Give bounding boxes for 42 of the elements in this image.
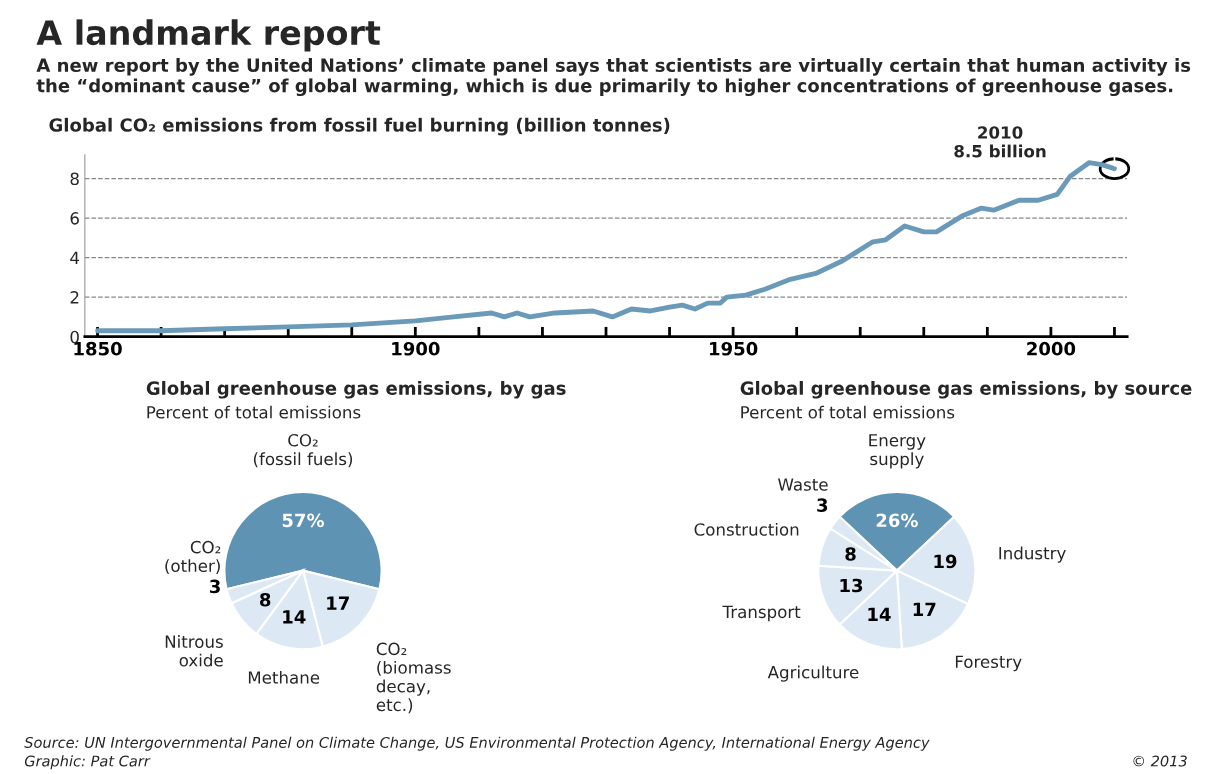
text: © 2013 [1133, 755, 1187, 767]
slice-label: CO₂ (other) [165, 540, 221, 575]
chart-subtitle: Percent of total emissions [147, 405, 361, 419]
slice-label: Construction [694, 522, 799, 536]
data-label: 8 [260, 592, 271, 607]
data-label: 8 [845, 547, 856, 561]
x-tick-label: 1900 [392, 341, 440, 356]
chart-title: Global greenhouse gas emissions, by gas [146, 380, 566, 399]
data-label: 19 [934, 554, 957, 569]
data-label: 57% [282, 513, 325, 528]
data-label: 3 [209, 579, 220, 594]
slice-label: Nitrous oxide [165, 635, 223, 667]
data-label: 26% [876, 513, 918, 528]
x-tick-label: 1950 [710, 341, 758, 356]
text: Graphic: Pat Carr [24, 755, 151, 770]
data-label: 14 [868, 607, 891, 621]
y-tick-label: 6 [70, 212, 79, 225]
slice-label: Energy supply [869, 434, 926, 469]
y-tick-label: 2 [70, 291, 79, 304]
slice-label: Methane [248, 670, 320, 684]
y-tick-label: 8 [70, 172, 79, 186]
slice-label: Industry [999, 546, 1066, 563]
slice-label: CO₂ (fossil fuels) [253, 433, 353, 468]
chart-title: Global greenhouse gas emissions, by source [740, 380, 1192, 399]
annotation: 2010 8.5 billion [954, 126, 1046, 158]
slice-label: Transport [722, 605, 801, 622]
data-label: 17 [327, 596, 349, 610]
chart-subtitle: Percent of total emissions [741, 405, 955, 419]
y-tick-label: 4 [70, 251, 80, 264]
chart-subtitle: A new report by the United Nations’ climate panel says that scientists are virtually certain that human activity is the “dominant cause” of global warming, which is due primarily to higher concentrations of greenhouse gases. [36, 58, 1191, 97]
x-tick-label: 2000 [1027, 341, 1076, 356]
data-label: 17 [913, 602, 936, 616]
y-axis-title: Global CO₂ emissions from fossil fuel burning (billion tonnes) [49, 117, 670, 136]
chart-title: A landmark report [36, 19, 381, 52]
source-note: Source: UN Intergovernmental Panel on Climate Change, US Environmental Protection Agency, International Energy Agency [24, 736, 930, 751]
slice-label: Waste [778, 478, 828, 491]
data-label: 14 [283, 610, 306, 624]
data-label: 3 [817, 498, 828, 512]
data-label: 13 [840, 578, 863, 593]
slice-label: Forestry [955, 655, 1022, 672]
slice-label: CO₂ (biomass decay, etc.) [376, 642, 451, 714]
slice-label: Agriculture [767, 665, 859, 682]
